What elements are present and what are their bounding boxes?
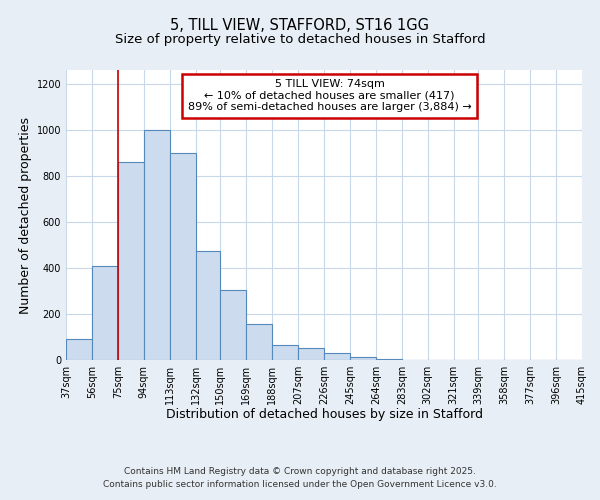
Text: 5, TILL VIEW, STAFFORD, ST16 1GG: 5, TILL VIEW, STAFFORD, ST16 1GG — [170, 18, 430, 32]
Bar — [66, 340, 92, 360]
Bar — [144, 130, 170, 360]
Text: 5 TILL VIEW: 74sqm
← 10% of detached houses are smaller (417)
89% of semi-detach: 5 TILL VIEW: 74sqm ← 10% of detached hou… — [188, 79, 472, 112]
Bar — [92, 266, 118, 360]
Bar — [196, 250, 220, 360]
Bar — [170, 153, 196, 360]
Y-axis label: Number of detached properties: Number of detached properties — [19, 116, 32, 314]
Bar — [324, 353, 350, 360]
Text: Contains public sector information licensed under the Open Government Licence v3: Contains public sector information licen… — [103, 480, 497, 489]
X-axis label: Distribution of detached houses by size in Stafford: Distribution of detached houses by size … — [166, 408, 482, 422]
Bar — [350, 356, 376, 360]
Bar — [298, 348, 324, 360]
Bar — [220, 290, 246, 360]
Text: Contains HM Land Registry data © Crown copyright and database right 2025.: Contains HM Land Registry data © Crown c… — [124, 467, 476, 476]
Bar — [272, 345, 298, 360]
Bar — [376, 359, 402, 360]
Bar — [246, 324, 272, 360]
Text: Size of property relative to detached houses in Stafford: Size of property relative to detached ho… — [115, 32, 485, 46]
Bar — [118, 162, 144, 360]
